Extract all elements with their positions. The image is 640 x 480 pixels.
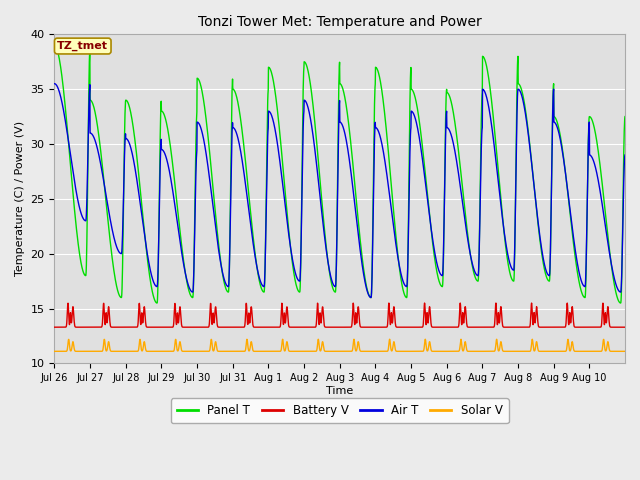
Panel T: [512, 177, 520, 183]
Battery V: [51, 324, 58, 330]
Air T: [51, 81, 58, 86]
Panel T: [621, 114, 629, 120]
Solar V: [108, 348, 115, 354]
Battery V: [544, 324, 552, 330]
Panel T: [231, 88, 239, 94]
Battery V: [512, 324, 520, 330]
Solar V: [374, 348, 382, 354]
Line: Air T: Air T: [54, 84, 625, 298]
Panel T: [153, 300, 161, 306]
Panel T: [108, 249, 115, 254]
Solar V: [621, 348, 629, 354]
Legend: Panel T, Battery V, Air T, Solar V: Panel T, Battery V, Air T, Solar V: [171, 398, 509, 423]
X-axis label: Time: Time: [326, 386, 353, 396]
Panel T: [544, 277, 552, 283]
Air T: [108, 223, 115, 228]
Battery V: [230, 324, 238, 330]
Battery V: [374, 324, 382, 330]
Battery V: [621, 324, 629, 330]
Title: Tonzi Tower Met: Temperature and Power: Tonzi Tower Met: Temperature and Power: [198, 15, 481, 29]
Solar V: [544, 348, 552, 354]
Air T: [621, 152, 629, 158]
Solar V: [51, 348, 58, 354]
Y-axis label: Temperature (C) / Power (V): Temperature (C) / Power (V): [15, 121, 25, 276]
Solar V: [230, 348, 238, 354]
Panel T: [613, 294, 621, 300]
Line: Solar V: Solar V: [54, 339, 625, 351]
Solar V: [386, 336, 394, 342]
Text: TZ_tmet: TZ_tmet: [57, 41, 108, 51]
Air T: [374, 128, 382, 134]
Line: Panel T: Panel T: [54, 45, 625, 303]
Panel T: [374, 69, 382, 75]
Air T: [613, 285, 621, 290]
Air T: [544, 272, 552, 277]
Air T: [367, 295, 375, 300]
Battery V: [108, 324, 115, 330]
Solar V: [512, 348, 520, 354]
Air T: [512, 186, 520, 192]
Battery V: [613, 324, 621, 330]
Line: Battery V: Battery V: [54, 303, 625, 327]
Solar V: [613, 348, 621, 354]
Battery V: [456, 300, 464, 306]
Panel T: [51, 42, 58, 48]
Air T: [230, 126, 238, 132]
